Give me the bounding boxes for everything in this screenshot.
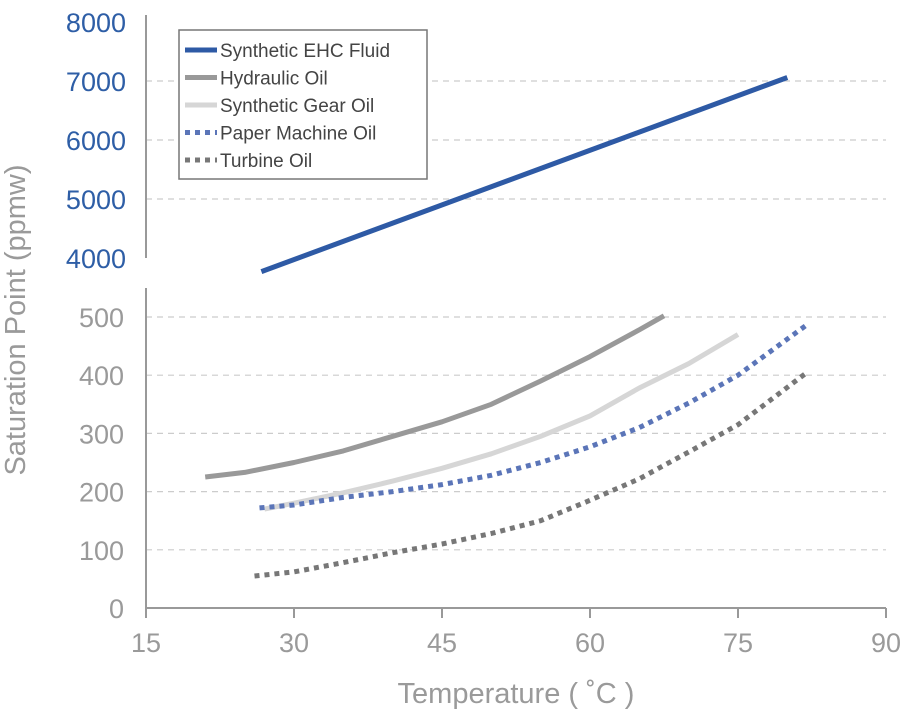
y-tick-label-upper: 7000 [66, 67, 126, 97]
x-tick-label: 75 [723, 628, 753, 658]
legend-label: Synthetic EHC Fluid [220, 41, 390, 62]
y-tick-label-upper: 8000 [66, 8, 126, 38]
x-tick-label: 30 [279, 628, 309, 658]
x-tick-label: 15 [131, 628, 161, 658]
y-tick-label-upper: 4000 [66, 244, 126, 274]
legend-items: Synthetic EHC Fluid Hydraulic Oil Syntheti… [185, 41, 390, 172]
legend-label: Synthetic Gear Oil [220, 96, 374, 117]
legend: Synthetic EHC Fluid Hydraulic Oil Syntheti… [178, 29, 428, 180]
series-line-hydraulic-oil [204, 313, 666, 480]
legend-box [178, 29, 428, 180]
y-tick-label-lower: 100 [79, 536, 124, 566]
series-lines [204, 75, 809, 579]
y-tick-label-upper: 6000 [66, 126, 126, 156]
y-tick-label-lower: 300 [79, 419, 124, 449]
legend-label: Paper Machine Oil [220, 124, 376, 145]
y-tick-label-lower: 200 [79, 478, 124, 508]
y-tick-label-lower: 400 [79, 361, 124, 391]
x-tick-label: 60 [575, 628, 605, 658]
x-tick-label: 45 [427, 628, 457, 658]
series-line-synthetic-ehc-fluid [260, 75, 789, 274]
tick-labels: 0 100 200 300 400 500 4000 5000 6000 7000 8000 15 30… [66, 8, 901, 658]
y-tick-label-upper: 5000 [66, 185, 126, 215]
series-line-paper-machine-oil [259, 322, 809, 511]
series-line-turbine-oil [254, 370, 809, 579]
legend-label: Turbine Oil [220, 151, 312, 172]
series-line-synthetic-gear-oil [263, 332, 740, 512]
x-axis-title: Temperature ( ˚C ) [398, 678, 635, 710]
axes [145, 15, 886, 609]
legend-label: Hydraulic Oil [220, 69, 328, 90]
y-tick-label-lower: 500 [79, 303, 124, 333]
y-axis-title: Saturation Point (ppmw) [0, 164, 32, 475]
x-tick-label: 90 [871, 628, 901, 658]
y-tick-label-lower: 0 [109, 594, 124, 624]
